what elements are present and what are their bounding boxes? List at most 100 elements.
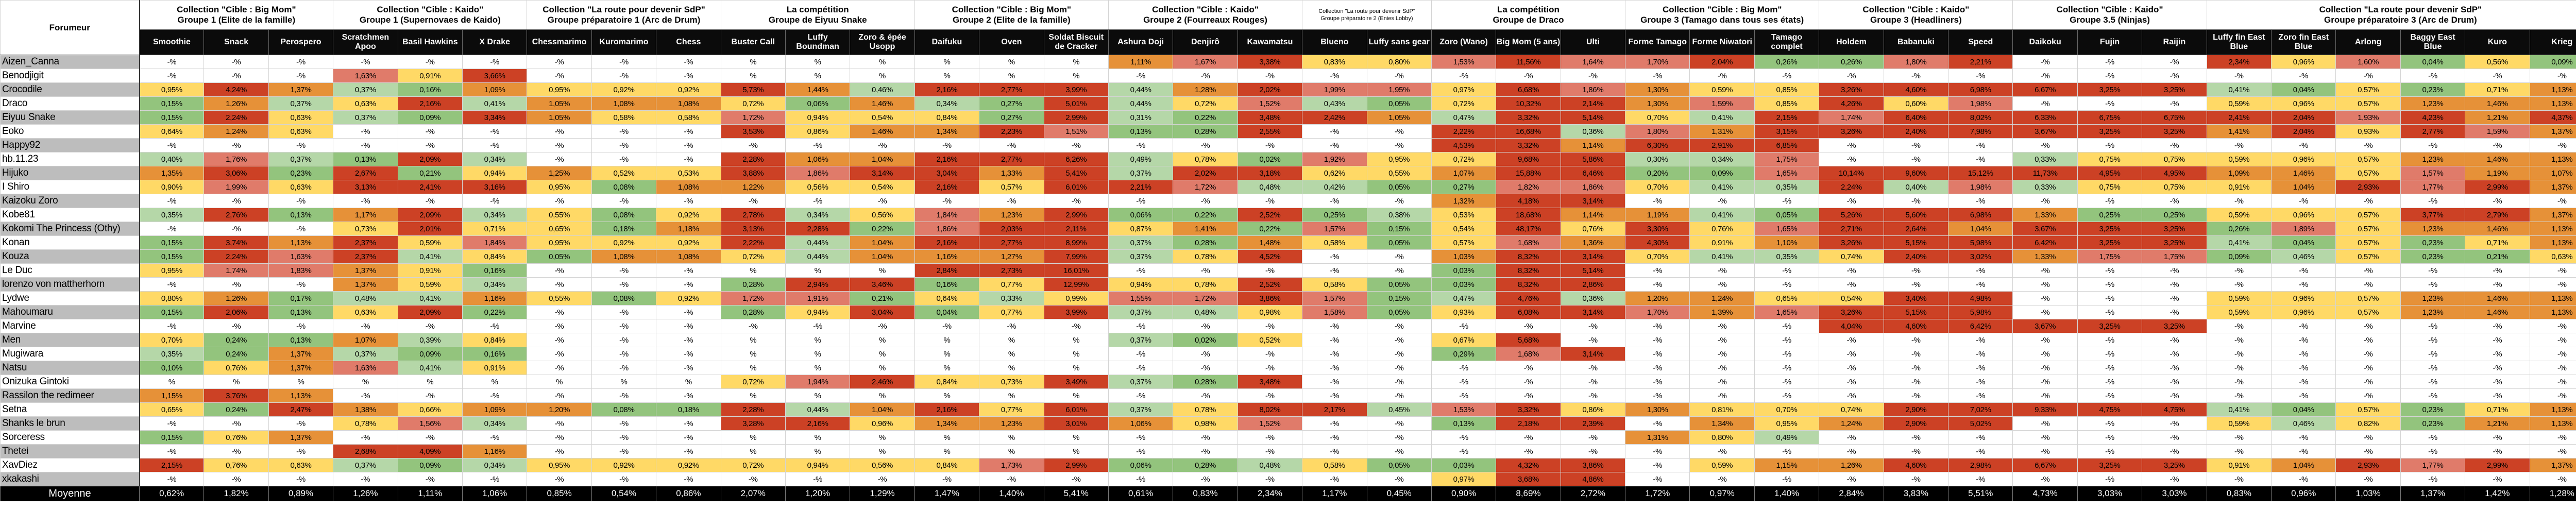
score-cell[interactable]: -% (2529, 263, 2576, 278)
score-cell[interactable]: -% (1689, 388, 1755, 403)
score-cell[interactable]: 0,92% (591, 458, 657, 472)
score-cell[interactable]: 0,16% (914, 277, 980, 292)
score-cell[interactable]: 2,99% (2465, 458, 2530, 472)
score-cell[interactable]: 1,59% (2465, 124, 2530, 139)
score-cell[interactable]: -% (2271, 472, 2336, 486)
forumeur-name[interactable]: Mahoumaru (0, 305, 140, 319)
score-cell[interactable]: 1,46% (850, 124, 915, 139)
score-cell[interactable]: -% (656, 416, 721, 431)
score-cell[interactable]: 1,51% (1043, 124, 1109, 139)
score-cell[interactable]: 2,77% (979, 152, 1044, 166)
score-cell[interactable]: % (785, 444, 851, 459)
score-cell[interactable]: 1,46% (2465, 305, 2530, 319)
score-cell[interactable]: 0,63% (268, 458, 334, 472)
score-cell[interactable]: 5,68% (1496, 333, 1561, 347)
score-cell[interactable]: -% (656, 55, 721, 69)
score-cell[interactable]: 0,57% (2335, 208, 2401, 222)
score-cell[interactable]: 0,56% (785, 180, 851, 194)
score-cell[interactable]: -% (591, 55, 657, 69)
forumeur-name[interactable]: Onizuka Gintoki (0, 375, 140, 389)
score-cell[interactable]: -% (397, 472, 463, 486)
score-cell[interactable]: -% (139, 138, 205, 152)
score-cell[interactable]: -% (2012, 416, 2078, 431)
score-cell[interactable]: 0,92% (656, 208, 721, 222)
score-cell[interactable]: -% (1883, 375, 1949, 389)
score-cell[interactable]: 0,13% (1431, 416, 1497, 431)
score-cell[interactable]: 0,70% (1625, 110, 1690, 125)
score-cell[interactable]: 0,44% (785, 402, 851, 417)
score-cell[interactable]: 0,40% (1883, 180, 1949, 194)
score-cell[interactable]: -% (1302, 416, 1367, 431)
score-cell[interactable]: -% (1366, 444, 1432, 459)
score-cell[interactable]: 1,37% (2529, 124, 2576, 139)
score-cell[interactable]: 0,59% (2206, 291, 2272, 306)
score-cell[interactable]: -% (1754, 361, 1820, 375)
score-cell[interactable]: -% (2206, 194, 2272, 208)
score-cell[interactable]: 4,60% (1883, 319, 1949, 333)
score-cell[interactable]: 0,74% (1819, 249, 1884, 264)
score-cell[interactable]: -% (656, 138, 721, 152)
column-header-kawamatsu[interactable]: Kawamatsu (1237, 29, 1303, 55)
score-cell[interactable]: % (139, 375, 205, 389)
score-cell[interactable]: -% (2335, 347, 2401, 361)
score-cell[interactable]: 0,04% (2400, 55, 2466, 69)
score-cell[interactable]: -% (1496, 375, 1561, 389)
score-cell[interactable]: 0,70% (139, 333, 205, 347)
score-cell[interactable]: 0,95% (1366, 152, 1432, 166)
column-header-smoothie[interactable]: Smoothie (139, 29, 205, 55)
score-cell[interactable]: -% (1625, 347, 1690, 361)
score-cell[interactable]: 5,86% (1560, 152, 1626, 166)
score-cell[interactable]: 10,32% (1496, 96, 1561, 111)
score-cell[interactable]: -% (2335, 333, 2401, 347)
score-cell[interactable]: -% (1302, 333, 1367, 347)
score-cell[interactable]: 1,86% (1560, 180, 1626, 194)
score-cell[interactable]: 0,75% (2077, 152, 2143, 166)
score-cell[interactable]: 6,08% (1496, 305, 1561, 319)
forumeur-name[interactable]: Happy92 (0, 138, 140, 152)
score-cell[interactable]: 0,15% (139, 110, 205, 125)
column-header-fujin[interactable]: Fujin (2077, 29, 2143, 55)
score-cell[interactable]: 0,04% (2271, 82, 2336, 97)
score-cell[interactable]: -% (2400, 347, 2466, 361)
score-cell[interactable]: -% (1302, 347, 1367, 361)
score-cell[interactable]: -% (204, 277, 269, 292)
score-cell[interactable]: -% (2012, 430, 2078, 445)
score-cell[interactable]: 3,38% (1237, 55, 1303, 69)
score-cell[interactable]: -% (1625, 333, 1690, 347)
score-cell[interactable]: -% (1302, 138, 1367, 152)
score-cell[interactable]: 0,58% (1302, 277, 1367, 292)
score-cell[interactable]: 0,10% (139, 361, 205, 375)
score-cell[interactable]: -% (2465, 430, 2530, 445)
score-cell[interactable]: -% (1754, 375, 1820, 389)
score-cell[interactable]: -% (462, 319, 528, 333)
score-cell[interactable]: 0,72% (1431, 96, 1497, 111)
score-cell[interactable]: 0,24% (204, 402, 269, 417)
score-cell[interactable]: 0,98% (1173, 416, 1238, 431)
score-cell[interactable]: -% (2012, 444, 2078, 459)
score-cell[interactable]: 3,25% (2077, 235, 2143, 250)
score-cell[interactable]: 0,28% (1173, 235, 1238, 250)
score-cell[interactable]: 1,36% (1560, 235, 1626, 250)
score-cell[interactable]: 0,72% (1173, 96, 1238, 111)
score-cell[interactable]: 0,59% (2206, 96, 2272, 111)
score-cell[interactable]: 0,59% (2206, 152, 2272, 166)
score-cell[interactable]: 0,15% (139, 249, 205, 264)
score-cell[interactable]: -% (204, 138, 269, 152)
score-cell[interactable]: 1,24% (204, 124, 269, 139)
score-cell[interactable]: 16,01% (1043, 263, 1109, 278)
score-cell[interactable]: 1,86% (1560, 82, 1626, 97)
forumeur-name[interactable]: Benodjigit (0, 69, 140, 83)
score-cell[interactable]: 4,23% (2400, 110, 2466, 125)
score-cell[interactable]: -% (1366, 124, 1432, 139)
score-cell[interactable]: 0,55% (1366, 166, 1432, 180)
score-cell[interactable]: -% (139, 444, 205, 459)
score-cell[interactable]: -% (1819, 472, 1884, 486)
score-cell[interactable]: 6,01% (1043, 402, 1109, 417)
score-cell[interactable]: -% (527, 361, 592, 375)
column-header-big-mom-5-ans[interactable]: Big Mom (5 ans) (1496, 29, 1561, 55)
score-cell[interactable]: -% (2271, 347, 2336, 361)
score-cell[interactable]: -% (656, 124, 721, 139)
score-cell[interactable]: 0,09% (397, 458, 463, 472)
score-cell[interactable]: % (397, 375, 463, 389)
score-cell[interactable]: -% (268, 55, 334, 69)
